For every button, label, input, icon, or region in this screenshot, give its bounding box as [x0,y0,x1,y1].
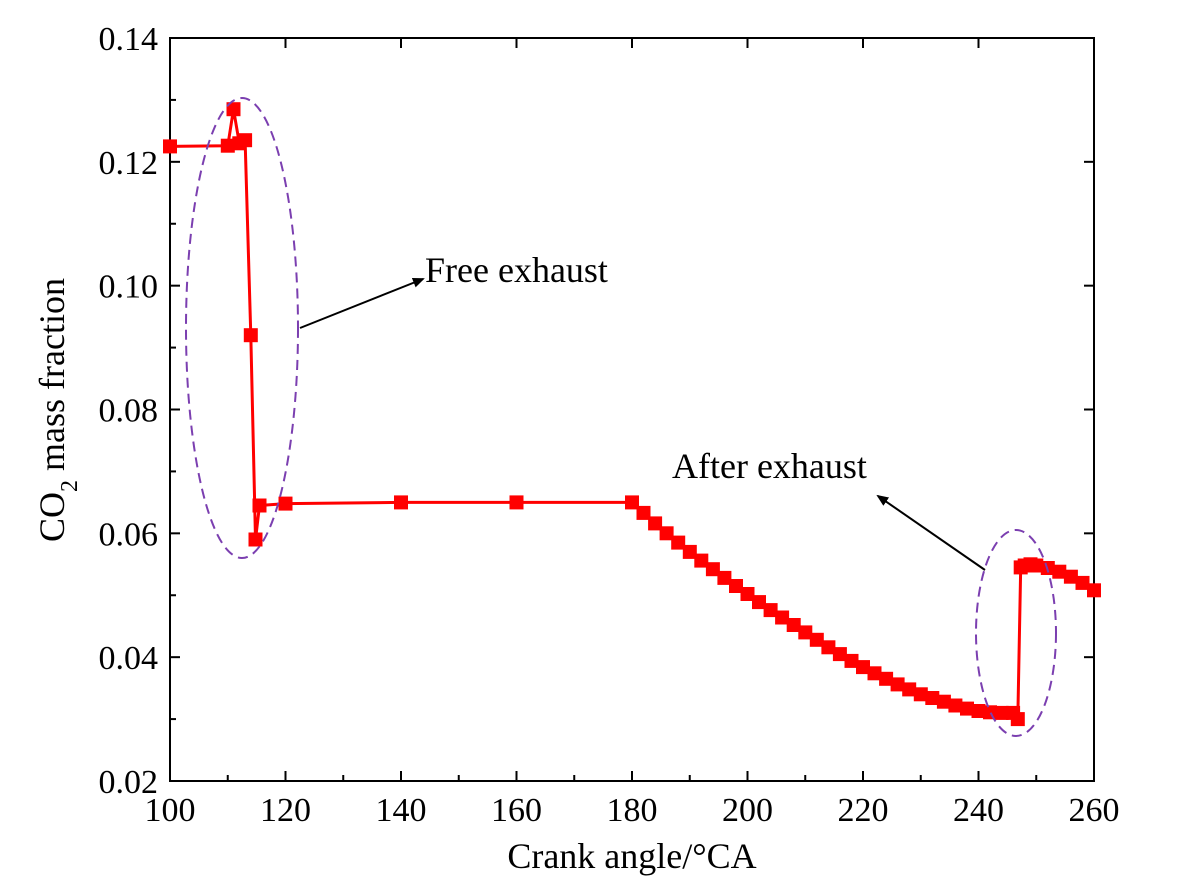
data-point [671,535,686,550]
data-point [775,610,790,625]
data-point [867,666,882,681]
y-tick-label: 0.02 [99,764,159,801]
data-point [798,625,813,640]
annotation-free-exhaust: Free exhaust [425,250,608,290]
data-point [809,632,824,647]
data-point [983,705,997,720]
data-point [936,694,951,709]
data-point [243,328,258,343]
after-exhaust-highlight-ellipse [975,529,1057,737]
x-tick-label: 160 [491,792,542,829]
data-point [394,495,408,510]
free-exhaust-highlight-ellipse [185,97,299,559]
data-point [220,138,235,153]
data-point [879,671,894,686]
y-axis-ticks [170,37,1094,782]
data-point [948,698,963,713]
data-point [682,544,697,559]
x-tick-label: 220 [838,792,889,829]
data-point [844,653,859,668]
y-axis-label: CO2 mass fraction [32,278,83,542]
data-point [705,562,720,577]
data-point [238,133,253,148]
data-point [740,587,755,601]
data-point [226,102,241,117]
y-axis-label-subscript: 2 [57,480,83,492]
y-axis-label-suffix: mass fraction [32,278,72,480]
data-point [971,704,986,718]
data-point [625,495,639,510]
x-tick-label: 140 [376,792,427,829]
x-tick-label: 100 [145,792,196,829]
plot-frame [169,37,1095,782]
x-tick-label: 180 [607,792,658,829]
data-point [1075,575,1090,590]
data-point [902,682,917,697]
series-line [169,107,1095,721]
data-point [786,618,801,632]
data-point [913,687,928,702]
after-exhaust-arrow [876,494,986,571]
data-point [1063,569,1078,584]
x-axis-ticks [169,38,1095,781]
data-point [717,570,732,585]
data-point [1029,558,1044,573]
data-point [636,505,651,520]
data-point [163,139,177,154]
y-axis-tick-labels: 0.02 0.04 0.06 0.08 0.10 0.12 0.14 [99,21,159,801]
data-point [752,595,766,610]
data-point [960,701,974,716]
x-axis-tick-labels: 100 120 140 160 180 200 220 240 260 [145,792,1120,829]
data-point [278,496,293,511]
y-tick-label: 0.06 [99,516,159,553]
data-point [248,532,263,547]
data-point [821,640,836,655]
data-point [252,498,267,513]
data-point [856,660,870,675]
data-point [509,495,524,510]
free-exhaust-arrow [299,278,425,329]
data-point [994,705,1009,720]
y-tick-label: 0.14 [99,21,159,58]
data-point [659,526,674,541]
series-layer [163,102,1101,727]
x-axis-label: Crank angle/°CA [507,836,756,876]
x-tick-label: 240 [953,792,1004,829]
data-point [1087,583,1101,598]
x-tick-label: 200 [722,792,773,829]
y-tick-label: 0.04 [99,640,159,677]
data-point [729,579,743,593]
annotation-after-exhaust: After exhaust [672,446,867,486]
data-point [925,691,940,705]
data-point [832,647,847,662]
y-tick-label: 0.08 [99,393,159,430]
x-tick-label: 260 [1069,792,1120,829]
x-tick-label: 120 [260,792,311,829]
data-point [890,677,905,692]
data-point [1010,712,1025,727]
data-point [763,603,778,618]
y-axis-label-prefix: CO [32,492,72,542]
data-point [1052,564,1067,579]
y-tick-label: 0.12 [99,145,159,182]
data-point [694,553,709,568]
y-tick-label: 0.10 [99,269,159,306]
data-point [648,516,663,531]
